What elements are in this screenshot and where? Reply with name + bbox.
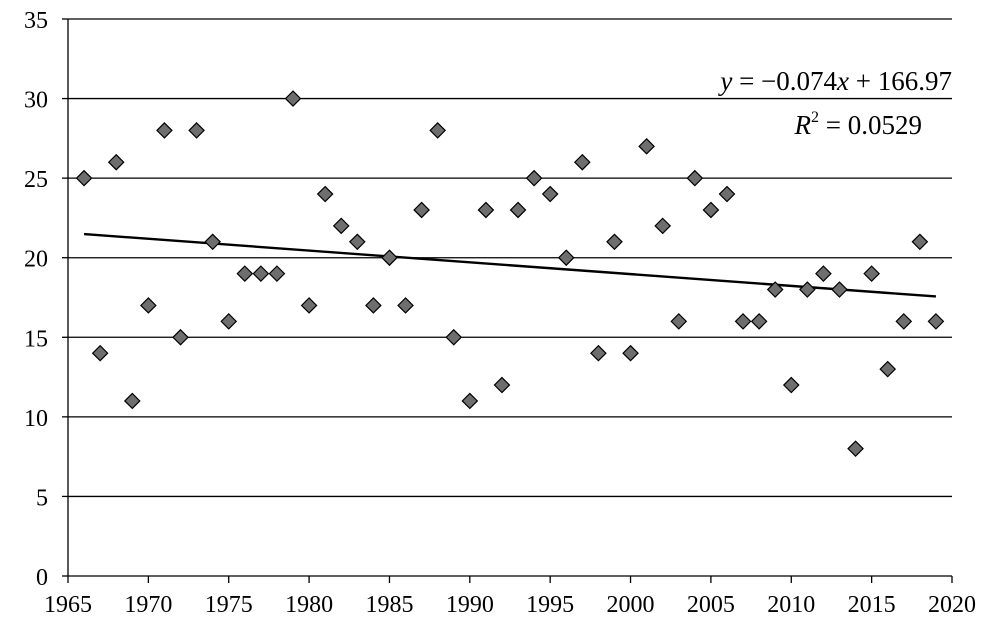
data-point <box>541 185 559 203</box>
data-point <box>831 281 848 298</box>
data-point <box>638 137 655 155</box>
x-tick-label: 1975 <box>205 592 253 618</box>
data-point <box>686 169 704 187</box>
data-point <box>863 265 880 282</box>
x-tick-label: 2020 <box>928 592 976 618</box>
y-tick-label: 0 <box>36 565 48 591</box>
data-point <box>509 201 527 219</box>
x-tick-label: 2010 <box>767 592 815 618</box>
gridlines <box>68 18 952 498</box>
data-point <box>573 153 591 171</box>
x-tick-label: 1995 <box>526 592 574 618</box>
data-point <box>493 376 511 394</box>
data-point <box>622 344 639 362</box>
data-point <box>606 233 623 251</box>
data-point <box>381 249 398 267</box>
data-point <box>220 313 238 330</box>
data-point <box>766 281 784 298</box>
data-point <box>172 328 189 346</box>
data-point <box>654 217 672 235</box>
x-tick-label: 2000 <box>607 592 655 618</box>
data-point <box>300 297 318 314</box>
data-point <box>879 360 897 378</box>
y-tick-labels: 0 5 10 15 20 25 30 35 <box>24 8 48 591</box>
data-point <box>123 392 141 410</box>
x-tick-label: 1970 <box>124 592 172 618</box>
data-point <box>204 233 222 251</box>
data-point <box>429 122 447 139</box>
data-point <box>140 297 157 314</box>
data-point <box>268 265 286 282</box>
data-point <box>397 297 414 314</box>
data-point <box>332 217 350 235</box>
data-point <box>798 281 816 298</box>
trend-equation: y = −0.074x + 166.97 <box>717 66 952 96</box>
data-point <box>718 185 736 203</box>
y-tick-label: 15 <box>24 326 48 352</box>
x-tick-labels: 1965 1970 1975 1980 1985 1990 1995 2000 2005 2010… <box>44 592 976 618</box>
data-point <box>445 328 463 346</box>
x-tick-label: 1990 <box>446 592 494 618</box>
x-tick-label: 2015 <box>848 592 896 618</box>
data-point <box>590 344 607 362</box>
y-tick-label: 5 <box>36 485 48 511</box>
y-tick-label: 30 <box>24 88 48 114</box>
data-point <box>895 313 913 330</box>
data-point <box>847 440 864 458</box>
trendline-group <box>83 232 937 298</box>
data-points <box>75 90 945 458</box>
data-point <box>734 313 752 330</box>
data-point <box>815 265 832 282</box>
data-point <box>525 169 543 187</box>
data-point <box>911 233 929 251</box>
y-tick-label: 35 <box>24 8 48 34</box>
data-point <box>927 313 945 330</box>
data-point <box>461 392 479 410</box>
data-point <box>156 122 173 139</box>
axes <box>62 18 953 583</box>
data-point <box>557 249 575 267</box>
r-squared: R2 = 0.0529 <box>794 109 922 140</box>
x-tick-label: 1980 <box>285 592 333 618</box>
y-tick-label: 25 <box>24 167 48 193</box>
x-tick-label: 1965 <box>44 592 92 618</box>
data-point <box>316 185 334 203</box>
data-point <box>284 90 302 107</box>
data-point <box>365 297 382 314</box>
data-point <box>188 122 205 139</box>
data-point <box>782 376 800 394</box>
data-point <box>348 233 366 251</box>
data-point <box>75 169 93 187</box>
y-tick-label: 20 <box>24 247 48 273</box>
data-point <box>670 313 688 330</box>
trendline <box>83 232 937 298</box>
data-point <box>91 344 109 362</box>
y-tick-label: 10 <box>24 406 48 432</box>
data-point <box>107 153 125 171</box>
data-point <box>413 201 430 219</box>
x-tick-label: 1985 <box>365 592 413 618</box>
data-point <box>477 201 495 219</box>
data-point <box>252 265 270 282</box>
data-point <box>750 313 768 330</box>
x-tick-label: 2005 <box>687 592 735 618</box>
data-point <box>702 201 720 219</box>
data-point <box>236 265 254 282</box>
